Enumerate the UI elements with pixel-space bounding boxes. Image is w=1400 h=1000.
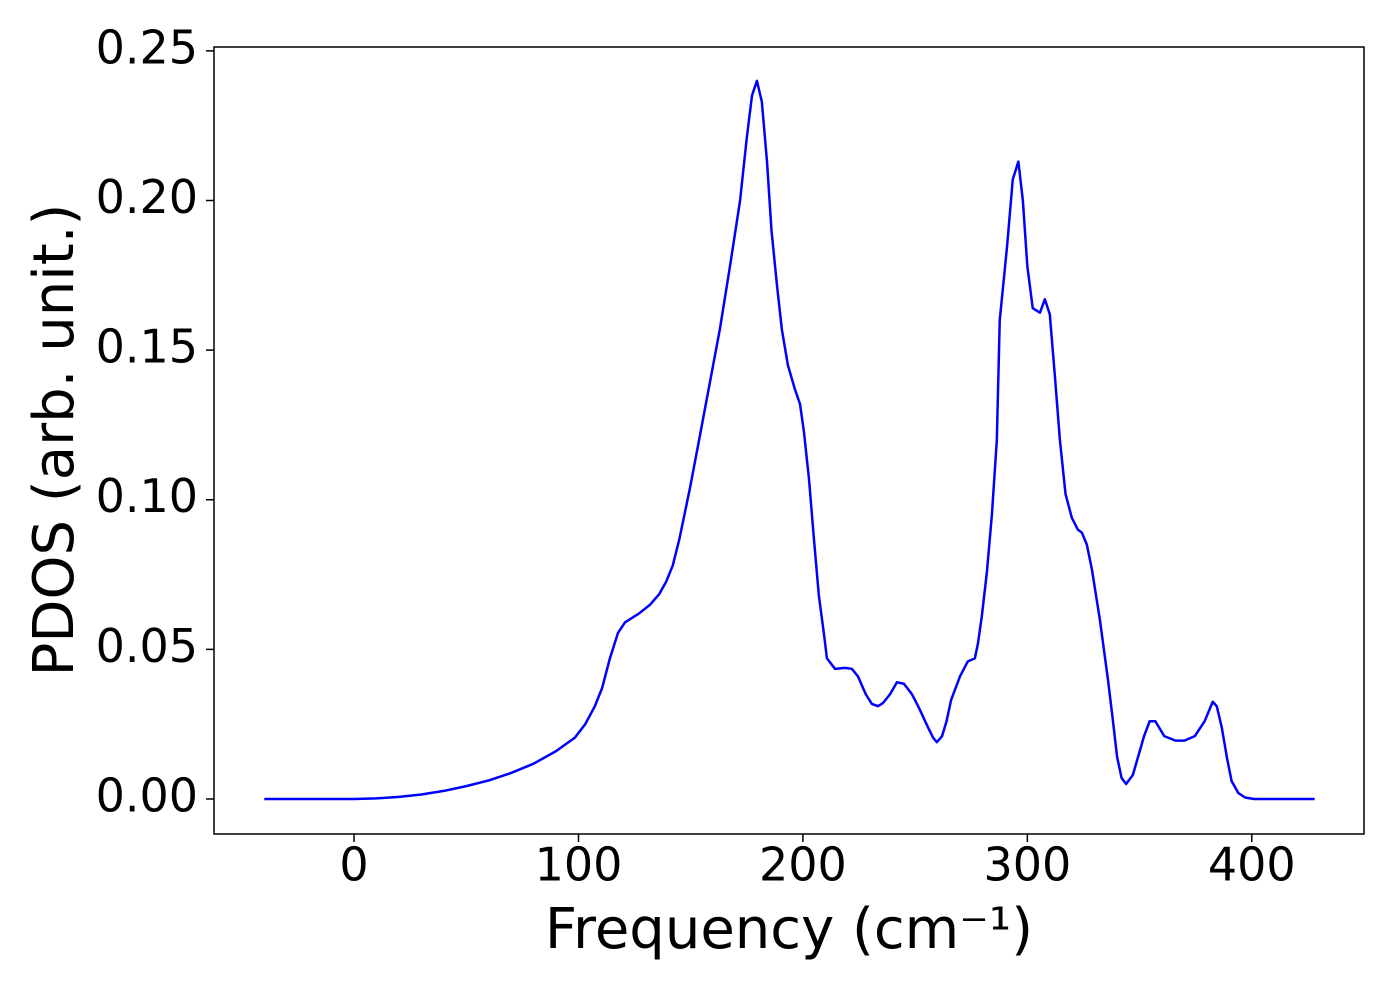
x-tick-label: 300 bbox=[983, 838, 1071, 892]
x-tick-label: 0 bbox=[339, 838, 368, 892]
x-tick-label: 100 bbox=[535, 838, 623, 892]
y-tick-label: 0.00 bbox=[96, 768, 198, 822]
x-tick-label: 400 bbox=[1208, 838, 1296, 892]
x-axis-label: Frequency (cm⁻¹) bbox=[545, 897, 1033, 962]
x-tick-label: 200 bbox=[759, 838, 847, 892]
y-tick-label: 0.10 bbox=[96, 469, 198, 523]
y-tick-label: 0.20 bbox=[96, 170, 198, 224]
plot-frame bbox=[213, 46, 1365, 835]
y-tick-label: 0.25 bbox=[96, 20, 198, 74]
y-tick-label: 0.05 bbox=[96, 619, 198, 673]
y-tick-label: 0.15 bbox=[96, 320, 198, 374]
data-line bbox=[264, 79, 1315, 801]
y-axis-label: PDOS (arb. unit.) bbox=[22, 204, 87, 677]
